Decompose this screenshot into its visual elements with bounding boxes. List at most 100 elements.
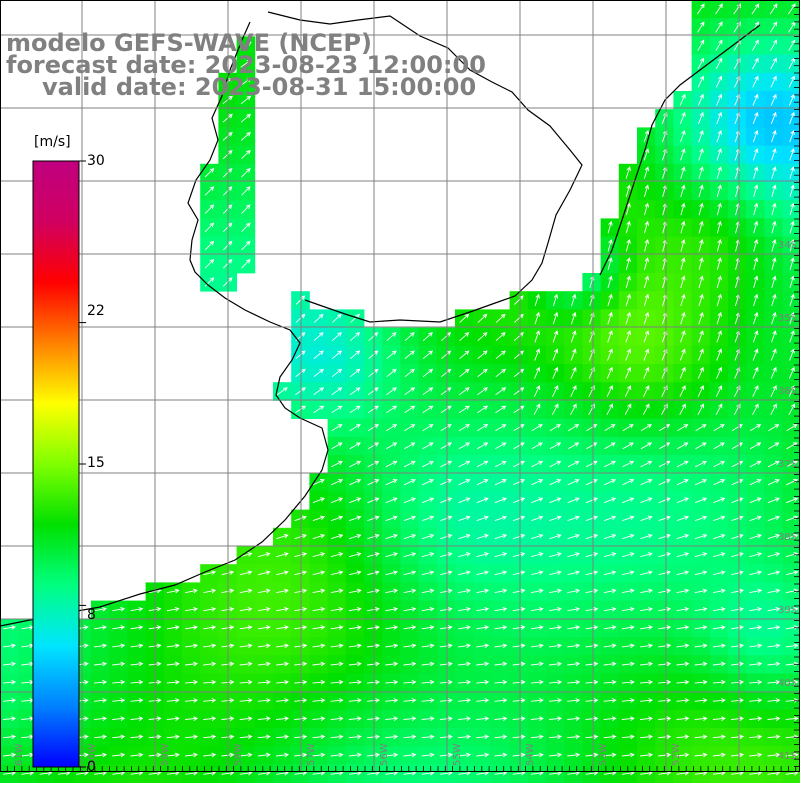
wind-arrow <box>603 698 617 703</box>
wind-arrow <box>349 424 361 432</box>
wind-arrow <box>712 588 726 594</box>
wind-arrow <box>185 752 199 758</box>
wind-arrow <box>771 130 777 143</box>
wind-arrow <box>421 588 435 594</box>
wind-arrow <box>603 588 617 594</box>
wind-arrow <box>367 661 381 667</box>
colorbar-tick-marks <box>79 160 86 768</box>
wind-arrow <box>769 21 778 33</box>
wind-arrow <box>441 332 452 342</box>
wind-arrow <box>643 311 650 325</box>
wind-arrow <box>458 533 471 540</box>
wind-arrow <box>785 752 799 758</box>
wind-arrow <box>622 442 634 450</box>
wind-arrow <box>276 661 290 667</box>
wind-arrow <box>698 293 704 307</box>
wind-arrow <box>512 606 526 612</box>
wind-arrow <box>295 368 306 378</box>
wind-arrow <box>621 734 635 740</box>
wind-arrow <box>658 752 672 758</box>
wind-arrow <box>494 515 508 522</box>
wind-arrow <box>749 643 763 649</box>
wind-arrow <box>713 460 726 468</box>
wind-arrow <box>731 533 744 540</box>
longitude-label: 60W <box>87 743 98 766</box>
wind-arrow <box>440 424 452 432</box>
wind-arrow <box>643 184 650 198</box>
wind-arrow <box>698 330 704 343</box>
wind-arrow <box>348 606 362 612</box>
wind-arrow <box>294 515 307 522</box>
wind-arrow <box>567 698 581 703</box>
wind-arrow <box>422 479 435 486</box>
wind-arrow <box>385 698 399 703</box>
wind-arrow <box>331 479 344 486</box>
wind-arrow <box>676 460 689 468</box>
wind-arrow <box>439 752 453 758</box>
colorbar-tick-label: 0 <box>87 759 96 775</box>
wind-arrow <box>240 41 252 50</box>
forecast-date: forecast date: 2023-08-23 12:00:00 <box>6 51 486 79</box>
wind-arrow <box>640 661 654 667</box>
wind-arrow <box>204 168 215 178</box>
wind-arrow <box>694 698 708 703</box>
wind-arrow <box>349 405 361 414</box>
wind-arrow <box>644 257 650 270</box>
wind-arrow <box>788 75 795 88</box>
wind-arrow <box>752 75 759 88</box>
wind-arrow <box>239 643 253 649</box>
wind-arrow <box>349 387 361 396</box>
wind-arrow <box>112 698 126 703</box>
wind-arrow <box>549 497 562 504</box>
wind-arrow <box>3 698 17 703</box>
wind-arrow <box>403 552 417 558</box>
wind-arrow <box>752 93 759 106</box>
wind-arrow <box>788 385 795 397</box>
wind-arrow <box>386 350 397 360</box>
wind-arrow <box>785 515 799 522</box>
wind-arrow <box>658 424 671 432</box>
wind-arrow <box>713 479 726 486</box>
wind-arrow <box>330 515 344 522</box>
wind-arrow <box>643 293 650 307</box>
wind-arrow <box>676 588 690 594</box>
wind-arrow <box>458 442 471 450</box>
wind-arrow <box>694 588 708 594</box>
wind-arrow <box>349 515 362 522</box>
wind-arrow <box>567 625 581 630</box>
wind-arrow <box>603 752 617 758</box>
wind-arrow <box>312 698 326 703</box>
wind-arrow <box>753 184 759 198</box>
wind-arrow <box>494 479 507 486</box>
wind-arrow <box>166 698 180 703</box>
wind-arrow <box>677 442 689 450</box>
wind-arrow <box>349 479 362 486</box>
wind-arrow <box>166 734 180 740</box>
wind-arrow <box>313 350 324 360</box>
wind-arrow <box>622 479 635 486</box>
wind-arrow <box>731 479 744 486</box>
wind-arrow <box>716 148 722 161</box>
wind-arrow <box>3 716 17 721</box>
wind-arrow <box>166 679 180 685</box>
wind-arrow <box>112 734 126 740</box>
wind-arrow <box>789 348 795 361</box>
wind-arrow <box>679 366 686 379</box>
wind-arrow <box>585 698 599 703</box>
wind-arrow <box>403 497 416 504</box>
wind-arrow <box>603 661 617 667</box>
wind-arrow <box>552 330 559 343</box>
wind-arrow <box>494 533 508 540</box>
wind-arrow <box>495 313 506 323</box>
latitude-label: 40S <box>778 678 797 689</box>
wind-arrow <box>441 350 452 360</box>
wind-arrow <box>294 752 308 758</box>
wind-arrow <box>676 552 690 558</box>
wind-arrow <box>679 348 686 361</box>
wind-arrow <box>3 734 17 740</box>
wind-arrow <box>312 716 326 721</box>
wind-arrow <box>477 387 488 396</box>
wind-arrow <box>276 698 290 703</box>
wind-arrow <box>204 186 215 196</box>
wind-arrow <box>330 643 344 649</box>
